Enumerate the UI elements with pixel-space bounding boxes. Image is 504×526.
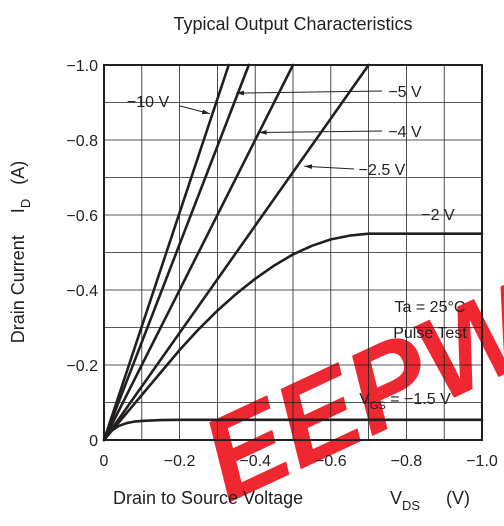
series-line-v-gs-1-5-v	[102, 418, 484, 442]
series-line-2-v	[102, 232, 484, 442]
vgs-label-rest: = −1.5 V	[386, 391, 451, 408]
y-tick-label: −0.8	[66, 133, 98, 150]
y-axis-label-unit: (A)	[8, 161, 28, 185]
leader-line	[236, 90, 383, 94]
curve-labels: −10 V −5 V −4 V −2.5 V −2 V	[127, 84, 455, 224]
curve-label-2-5-v: −2.5 V	[359, 162, 406, 179]
leader-line	[258, 130, 383, 133]
y-axis-label-sub: D	[18, 199, 33, 208]
x-axis-label: Drain to Source Voltage VDS (V)	[113, 488, 470, 513]
y-axis-label-symbol: I	[8, 208, 28, 213]
label-leaders	[179, 90, 383, 170]
y-tick-label: −0.6	[66, 208, 98, 225]
x-tick-label: −0.6	[315, 453, 347, 470]
series-line-10-v	[102, 63, 230, 442]
curve-label-4-v: −4 V	[388, 124, 422, 141]
series-line-5-v	[102, 63, 251, 442]
annotation: Ta = 25°C Pulse Test	[393, 299, 467, 342]
y-tick-label: −1.0	[66, 58, 98, 75]
y-axis-label-main: Drain Current	[8, 235, 28, 343]
x-tick-label: −0.8	[391, 453, 423, 470]
vgs-label-symbol: V	[359, 391, 370, 408]
x-axis-label-sub: DS	[402, 498, 420, 513]
annotation-line-2: Pulse Test	[393, 325, 467, 342]
chart-title: Typical Output Characteristics	[173, 14, 412, 34]
x-axis-label-symbol: V	[390, 488, 402, 508]
series-line-2-5-v	[102, 63, 370, 442]
curve-label-10-v: −10 V	[127, 94, 170, 111]
curve-label-2-v: −2 V	[421, 207, 455, 224]
vgs-label-sub: GS	[370, 400, 386, 412]
x-axis-label-main: Drain to Source Voltage	[113, 488, 303, 508]
y-tick-label: 0	[89, 433, 98, 450]
y-tick-label: −0.4	[66, 283, 98, 300]
y-tick-label: −0.2	[66, 358, 98, 375]
curve-label-5-v: −5 V	[388, 84, 422, 101]
leader-arrowhead	[236, 90, 244, 96]
series-line-4-v	[102, 63, 295, 442]
x-tick-label: 0	[100, 453, 109, 470]
leader-arrowhead	[201, 109, 210, 115]
x-tick-label: −0.4	[239, 453, 271, 470]
y-axis-label: Drain Current ID (A)	[8, 161, 33, 343]
leader-line	[304, 165, 355, 170]
leader-arrowhead	[258, 130, 267, 135]
axis-ticks: 0 −0.2 −0.4 −0.6 −0.8 −1.0 0 −0.2 −0.4 −0.6 −0.8 −1…	[66, 58, 497, 470]
annotation-line-1: Ta = 25°C	[395, 299, 466, 316]
series-group	[102, 63, 484, 442]
vgs-label: VGS = −1.5 V	[359, 391, 451, 412]
x-tick-label: −0.2	[164, 453, 196, 470]
leader-arrowhead	[304, 164, 313, 170]
grid	[104, 65, 482, 440]
x-tick-label: −1.0	[466, 453, 498, 470]
x-axis-label-unit: (V)	[446, 488, 470, 508]
